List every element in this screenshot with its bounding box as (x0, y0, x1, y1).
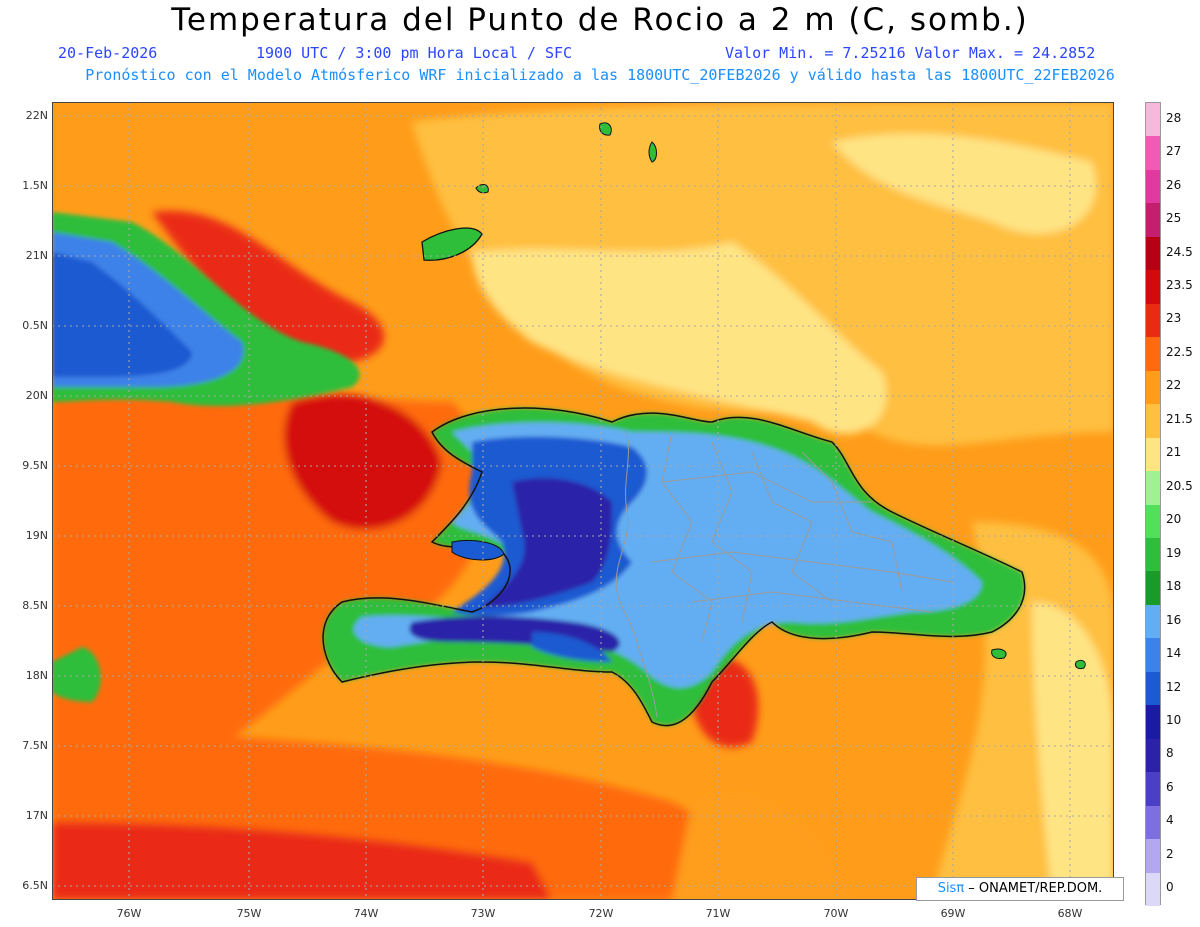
lat-label: 20N (25, 389, 48, 402)
lat-label: 19N (25, 529, 48, 542)
colorbar-segment (1146, 604, 1160, 639)
lon-label: 72W (588, 907, 614, 920)
colorbar-label: 16 (1166, 612, 1182, 627)
credit-text: – ONAMET/REP.DOM. (964, 881, 1103, 896)
dewpoint-field (52, 102, 1114, 900)
colorbar-segment (1146, 136, 1160, 171)
colorbar-segment (1146, 705, 1160, 740)
colorbar-segment (1146, 638, 1160, 673)
colorbar-segment (1146, 370, 1160, 405)
lat-label: 8.5N (22, 599, 48, 612)
colorbar-segment (1146, 872, 1160, 907)
colorbar-label: 24.5 (1166, 244, 1193, 259)
lat-label: 6.5N (22, 879, 48, 892)
credit-box: Sisπ – ONAMET/REP.DOM. (916, 877, 1124, 901)
lat-label: 0.5N (22, 319, 48, 332)
colorbar-segment (1146, 839, 1160, 874)
colorbar-label: 28 (1166, 110, 1182, 125)
colorbar-label: 19 (1166, 545, 1182, 560)
lon-label: 70W (823, 907, 849, 920)
valid-time: 1900 UTC / 3:00 pm Hora Local / SFC (256, 44, 573, 62)
lat-label: 9.5N (22, 459, 48, 472)
valid-date: 20-Feb-2026 (58, 44, 158, 62)
colorbar-label: 20 (1166, 512, 1182, 527)
colorbar (1145, 102, 1161, 907)
colorbar-segment (1146, 805, 1160, 840)
lon-label: 76W (116, 907, 142, 920)
lon-label: 74W (353, 907, 379, 920)
lat-label: 18N (25, 669, 48, 682)
lon-label: 73W (470, 907, 496, 920)
colorbar-segment (1146, 404, 1160, 439)
colorbar-label: 23 (1166, 311, 1182, 326)
colorbar-segment (1146, 236, 1160, 271)
colorbar-label: 27 (1166, 144, 1182, 159)
colorbar-label: 21 (1166, 445, 1182, 460)
colorbar-label: 14 (1166, 646, 1182, 661)
min-max-values: Valor Min. = 7.25216 Valor Max. = 24.285… (725, 44, 1096, 62)
colorbar-segment (1146, 337, 1160, 372)
colorbar-segment (1146, 504, 1160, 539)
lat-label: 7.5N (22, 739, 48, 752)
lat-label: 22N (25, 109, 48, 122)
lon-label: 75W (236, 907, 262, 920)
colorbar-segment (1146, 471, 1160, 505)
lat-label: 17N (25, 809, 48, 822)
lon-label: 69W (940, 907, 966, 920)
colorbar-label: 22.5 (1166, 344, 1193, 359)
colorbar-label: 4 (1166, 813, 1174, 828)
colorbar-segment (1146, 303, 1160, 338)
colorbar-label: 18 (1166, 579, 1182, 594)
colorbar-label: 12 (1166, 679, 1182, 694)
colorbar-segment (1146, 437, 1160, 472)
lon-label: 68W (1057, 907, 1083, 920)
colorbar-label: 2 (1166, 846, 1174, 861)
colorbar-segment (1146, 738, 1160, 773)
colorbar-label: 10 (1166, 712, 1182, 727)
colorbar-label: 23.5 (1166, 278, 1193, 293)
colorbar-label: 26 (1166, 177, 1182, 192)
dewpoint-map (52, 102, 1114, 900)
brand-logo: Sisπ (937, 881, 965, 896)
colorbar-label: 20.5 (1166, 478, 1193, 493)
colorbar-label: 22 (1166, 378, 1182, 393)
colorbar-segment (1146, 169, 1160, 204)
map-title: Temperatura del Punto de Rocio a 2 m (C,… (171, 2, 1029, 38)
colorbar-segment (1146, 270, 1160, 305)
forecast-info: Pronóstico con el Modelo Atmósferico WRF… (85, 66, 1115, 84)
colorbar-label: 21.5 (1166, 411, 1193, 426)
colorbar-label: 25 (1166, 211, 1182, 226)
colorbar-segment (1146, 671, 1160, 706)
colorbar-label: 8 (1166, 746, 1174, 761)
colorbar-segment (1146, 537, 1160, 572)
colorbar-segment (1146, 772, 1160, 807)
lat-label: 1.5N (22, 179, 48, 192)
colorbar-label: 6 (1166, 779, 1174, 794)
colorbar-label: 0 (1166, 880, 1174, 895)
lon-label: 71W (705, 907, 731, 920)
lat-label: 21N (25, 249, 48, 262)
colorbar-segment (1146, 203, 1160, 238)
colorbar-segment (1146, 571, 1160, 606)
colorbar-segment (1146, 103, 1160, 137)
